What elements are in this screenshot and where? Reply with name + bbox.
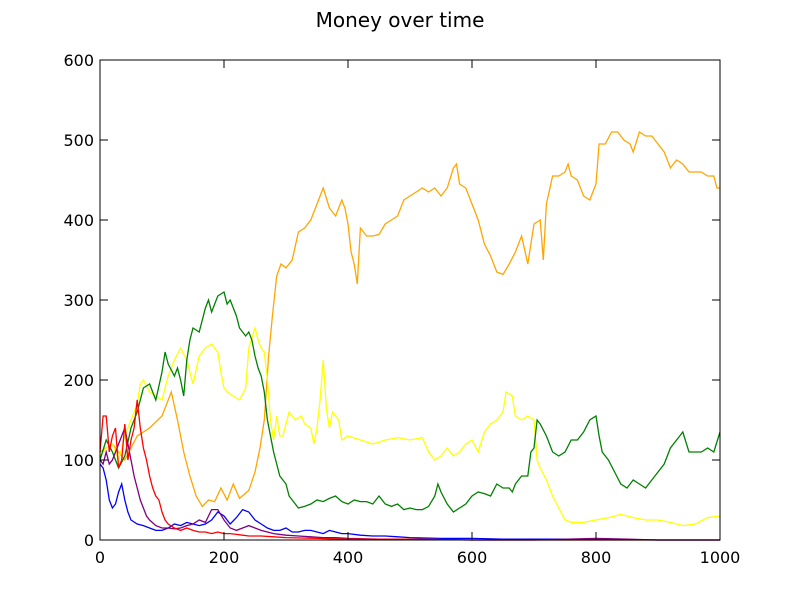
x-tick-label: 800 [581,548,612,567]
chart-title: Money over time [316,8,485,32]
x-tick-label: 0 [95,548,105,567]
y-tick-label: 100 [63,451,94,470]
y-tick-label: 300 [63,291,94,310]
x-tick-label: 200 [209,548,240,567]
axis-tick-labels: 0 200 400 600 800 1000 0 100 200 300 400 500 600 [63,51,740,567]
series-line-1 [99,325,721,527]
y-tick-label: 600 [63,51,94,70]
y-tick-label: 0 [84,531,94,550]
series-line-0 [99,130,720,508]
x-tick-label: 1000 [700,548,741,567]
x-tick-label: 400 [333,548,364,567]
x-tick-label: 600 [457,548,488,567]
series-line-5 [99,399,720,541]
y-tick-label: 500 [63,131,94,150]
axis-ticks [99,59,721,541]
plot-area-frame [99,59,721,541]
y-tick-label: 200 [63,371,94,390]
series-line-3 [99,463,720,541]
series-line-2 [99,290,721,513]
series-layer [99,130,721,541]
y-tick-label: 400 [63,211,94,230]
